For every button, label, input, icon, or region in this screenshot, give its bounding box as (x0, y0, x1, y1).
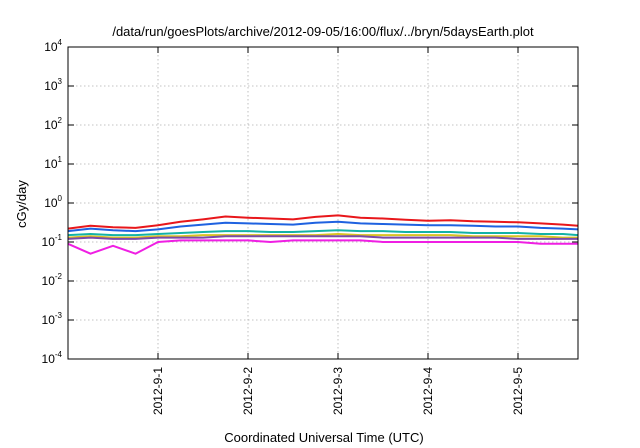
y-tick-label: 102 (44, 116, 62, 132)
grid-lines (68, 47, 578, 359)
chart-title: /data/run/goesPlots/archive/2012-09-05/1… (112, 24, 534, 39)
x-tick-label: 2012-9-3 (331, 367, 345, 415)
y-tick-label: 101 (44, 155, 62, 171)
x-tick-label: 2012-9-1 (151, 367, 165, 415)
series-line-3 (67, 229, 579, 237)
series-line-5 (67, 235, 578, 240)
x-tick-label: 2012-9-4 (421, 367, 435, 415)
y-tick-label: 10-1 (42, 233, 63, 249)
x-tick-label: 2012-9-5 (511, 367, 525, 415)
x-tick-label: 2012-9-2 (241, 367, 255, 415)
series-line-6 (67, 239, 578, 255)
y-tick-label: 103 (44, 77, 62, 93)
x-axis-label: Coordinated Universal Time (UTC) (224, 430, 423, 445)
x-axis: 2012-9-1 2012-9-2 2012-9-3 2012-9-4 2012-9-5 (151, 47, 525, 415)
y-tick-label: 10-2 (42, 272, 63, 288)
series-line-1 (67, 214, 579, 230)
y-tick-label: 104 (44, 38, 62, 54)
y-axis-label: cGy/day (14, 180, 29, 228)
y-tick-label: 10-3 (42, 311, 63, 327)
y-tick-label: 10-4 (42, 350, 63, 366)
y-axis: 10-4 10-3 10-2 10-1 100 101 102 103 104 (42, 38, 578, 366)
series-lines (67, 214, 579, 255)
y-tick-label: 100 (44, 194, 62, 210)
series-line-2 (67, 220, 579, 233)
series-line-4 (67, 233, 578, 239)
